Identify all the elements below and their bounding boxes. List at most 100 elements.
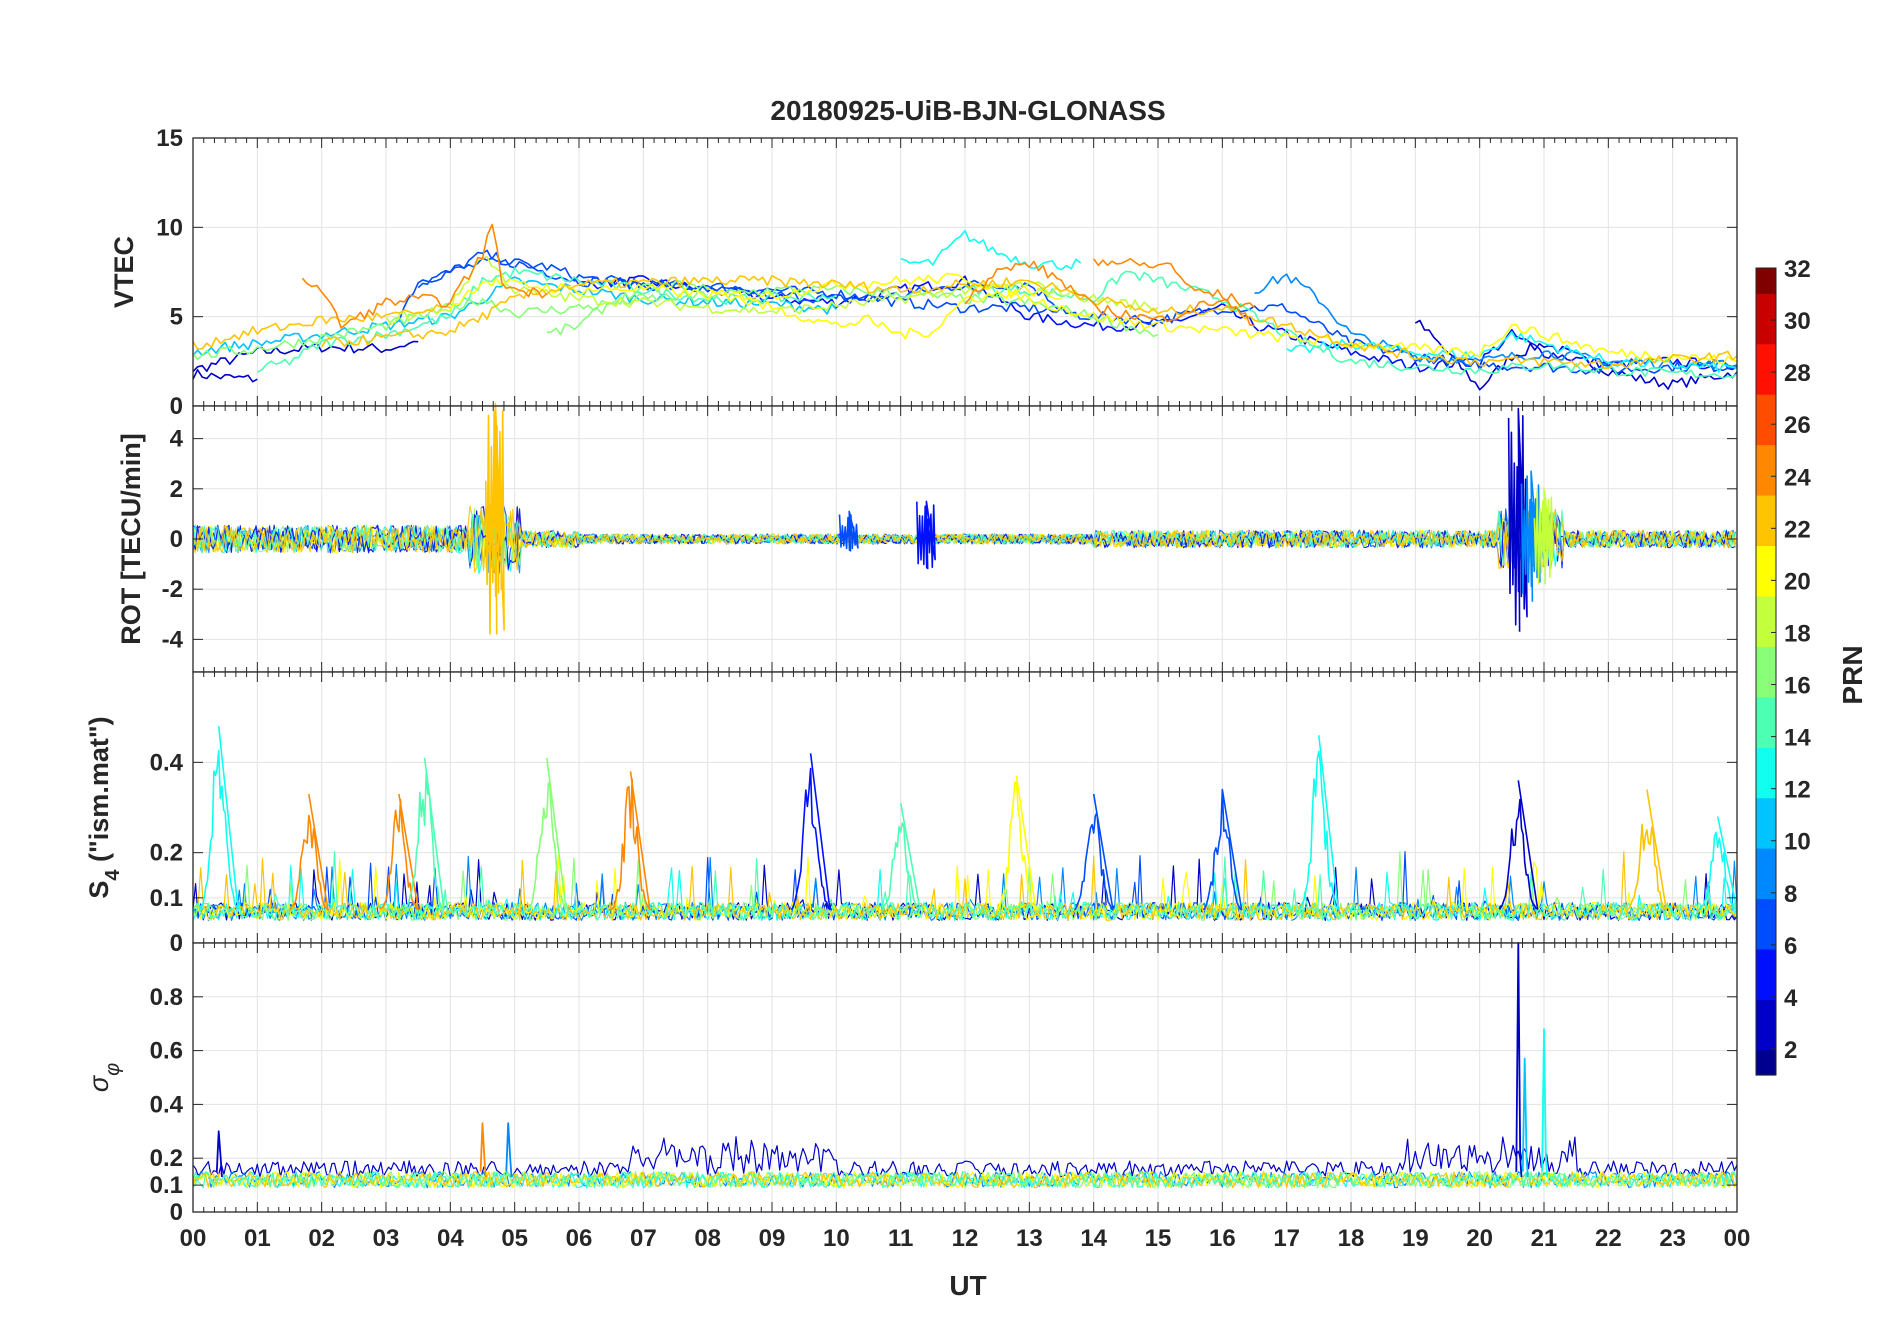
y-axis-label: σφ: [84, 1063, 124, 1092]
colorbar-tick-label: 8: [1784, 881, 1797, 908]
series-prn-12: [900, 229, 1082, 271]
x-tick-label: 15: [1145, 1225, 1172, 1252]
x-ticks: [192, 943, 1738, 1212]
colorbar-tick-label: 32: [1784, 256, 1811, 283]
y-axis-label: ROT [TECU/min]: [116, 433, 146, 644]
colorbar-tick-label: 4: [1784, 985, 1798, 1012]
colorbar-segment: [1756, 822, 1776, 849]
colorbar-segment: [1756, 948, 1776, 975]
colorbar-segment: [1756, 621, 1776, 647]
y-tick-label: 0.8: [150, 984, 183, 1011]
colorbar-segment: [1756, 848, 1776, 874]
x-tick-label: 23: [1659, 1225, 1686, 1252]
x-tick-label: 05: [501, 1225, 528, 1252]
series-prn-18: [385, 255, 1159, 326]
rot-spike-prn-6: [838, 510, 859, 552]
y-tick-label: 15: [156, 125, 183, 152]
x-tick-label: 18: [1338, 1225, 1365, 1252]
series-prn-22: [192, 506, 1736, 574]
s4-peak-prn-12: [198, 726, 239, 910]
x-tick-label: 21: [1531, 1225, 1558, 1252]
colorbar-segment: [1756, 343, 1776, 370]
x-tick-label: 08: [694, 1225, 721, 1252]
y-tick-label: 0.2: [150, 840, 183, 867]
series-prn-25: [1093, 257, 1256, 309]
s4-peak-prn-4: [790, 753, 831, 911]
y-axis-label: VTEC: [109, 236, 139, 308]
x-tick-label: 14: [1080, 1225, 1107, 1252]
colorbar-segment: [1756, 595, 1776, 622]
panel-rot: -4 -2 0 2 4 ROT [TECU/min]: [116, 402, 1738, 673]
colorbar-segment: [1756, 974, 1776, 1000]
s4-peak-prn-6: [1202, 788, 1243, 911]
colorbar-segment: [1756, 419, 1776, 446]
series-prn-14: [192, 1171, 1738, 1189]
s4-peak-prn-6: [1073, 793, 1114, 911]
colorbar-tick-label: 20: [1784, 568, 1811, 595]
series-prn-17: [546, 280, 709, 336]
colorbar-segment: [1756, 1024, 1776, 1051]
colorbar-tick-label: 26: [1784, 412, 1811, 439]
y-axis-label-sub: φ: [102, 1063, 124, 1076]
x-tick-label: 03: [373, 1225, 400, 1252]
y-tick-label: 0.6: [150, 1038, 183, 1065]
colorbar-tick-label: 22: [1784, 516, 1811, 543]
sigma-peak-prn-3: [1515, 942, 1523, 1178]
sigma-peak-prn-8: [505, 1122, 513, 1178]
series-prn-24: [301, 223, 548, 329]
y-axis-label: S4 ("ism.mat"): [84, 716, 124, 898]
colorbar-segment: [1756, 469, 1776, 496]
series-prn-20: [449, 272, 1738, 365]
panel-sigma_phi: 00.10.2 0.4 0.6 0.8 σφ: [84, 942, 1738, 1226]
series-prn-6: [398, 257, 1062, 322]
colorbar-tick-label: 30: [1784, 308, 1811, 335]
x-ticks: [192, 138, 1738, 406]
colorbar-segment: [1756, 268, 1776, 294]
x-tick-label: 06: [566, 1225, 593, 1252]
x-tick-label: 02: [308, 1225, 335, 1252]
s4-peak-prn-20: [996, 775, 1037, 911]
y-axis-label-rest: ("ism.mat"): [84, 716, 114, 869]
s4-peak-prn-24: [379, 793, 420, 911]
x-tick-label: 01: [244, 1225, 271, 1252]
sigma-peak-prn-3: [215, 1130, 223, 1178]
y-tick-label: -4: [162, 626, 184, 653]
panel-s4: 0 0.1 0.2 0.4 S4 ("ism.mat"): [84, 671, 1738, 957]
s4-peak-prn-12: [1298, 735, 1339, 910]
colorbar-tick-label: 10: [1784, 829, 1811, 856]
series-prn-16: [192, 284, 1159, 361]
sigma-peak-prn-12: [1541, 1028, 1549, 1178]
colorbar-segment: [1756, 923, 1776, 950]
panel-data: [192, 942, 1738, 1189]
s4-peak-prn-24: [288, 793, 329, 911]
series-prn-20: [192, 854, 1738, 921]
panel-vtec: 0 5 10 15 VTEC: [109, 125, 1738, 420]
y-tick-label: 10: [156, 214, 183, 241]
colorbar-tick-label: 6: [1784, 933, 1797, 960]
y-tick-label: 5: [170, 304, 183, 331]
y-axis-label-main: σ: [84, 1074, 114, 1092]
series-prn-16: [192, 851, 1738, 922]
colorbar-segment: [1756, 318, 1776, 345]
colorbar-tick-label: 28: [1784, 360, 1811, 387]
y-axis-label-main: S: [84, 881, 114, 899]
colorbar-segment: [1756, 570, 1776, 597]
x-ticks: [192, 406, 1738, 672]
series-prn-3: [192, 340, 419, 373]
y-tick-label: 0.1: [150, 885, 183, 912]
x-tick-label: 09: [759, 1225, 786, 1252]
s4-peak-prn-22: [1626, 789, 1667, 911]
colorbar-tick-label: 18: [1784, 620, 1811, 647]
s4-peak-prn-3: [1498, 780, 1539, 910]
colorbar-segment: [1756, 368, 1776, 395]
series-prn-10: [192, 276, 837, 357]
series-prn-14: [192, 850, 1738, 922]
colorbar-segment: [1756, 696, 1776, 723]
series-prn-23: [321, 274, 1738, 370]
colorbar-segment: [1756, 797, 1776, 824]
colorbar-segment: [1756, 873, 1776, 900]
colorbar-frame: [1755, 267, 1777, 1076]
series-prn-21: [707, 285, 1062, 340]
series-prn-23: [192, 851, 1738, 922]
